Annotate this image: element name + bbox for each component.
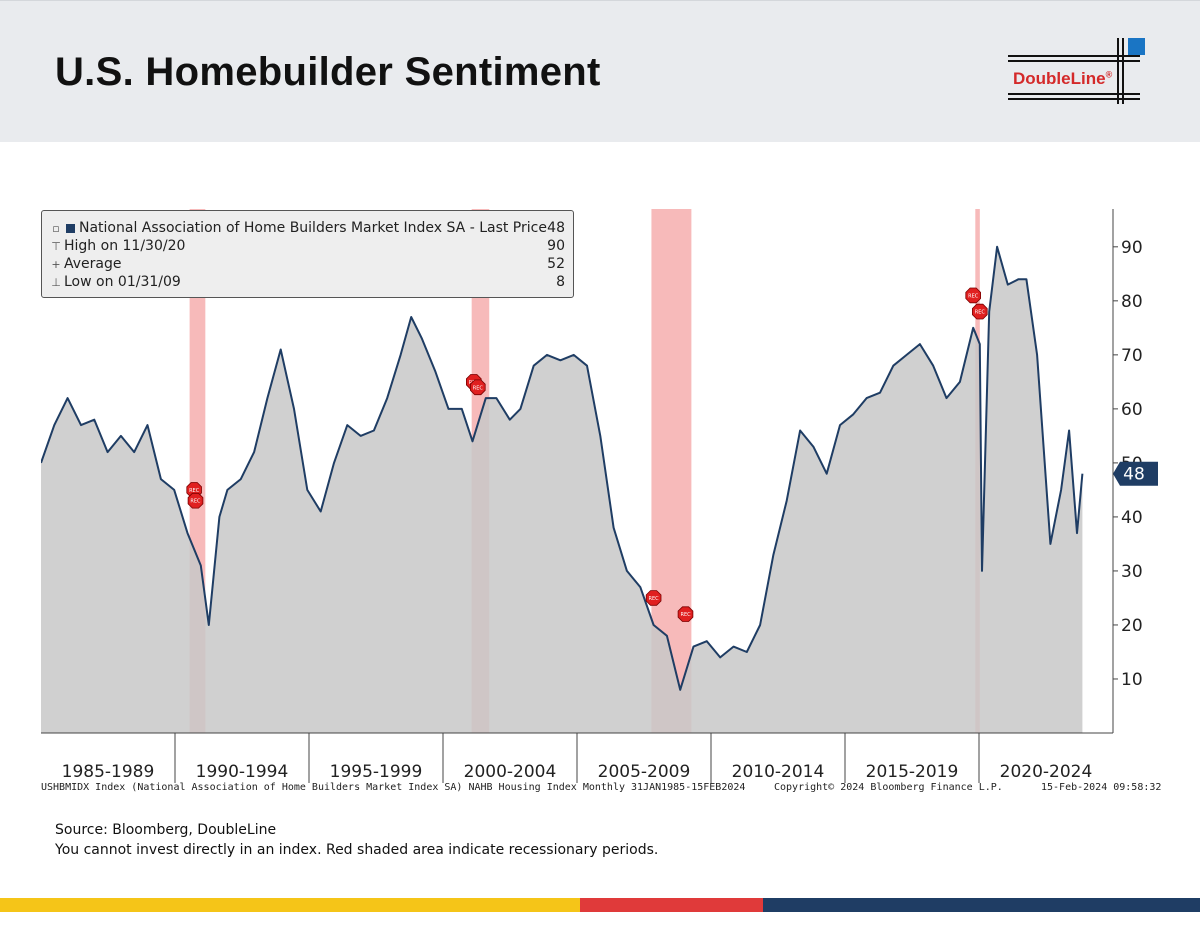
x-tick-label: 2000-2004: [464, 762, 557, 782]
x-tick-label: 2020-2024: [1000, 762, 1093, 782]
last-price-label: 48: [1123, 465, 1145, 485]
index-area-fill: [41, 246, 1083, 733]
x-tick-label: 1990-1994: [196, 762, 289, 782]
disclaimer-text: You cannot invest directly in an index. …: [55, 842, 659, 858]
chart-timestamp: 15-Feb-2024 09:58:32: [1041, 782, 1162, 793]
recession-markers: RECRECRECRECRECRECRECREC: [186, 287, 988, 622]
average-marker-icon: +: [51, 257, 61, 271]
low-marker-icon: ⊥: [51, 275, 61, 289]
legend-low-value: 8: [556, 274, 565, 290]
doubleline-logo: [1008, 38, 1145, 104]
x-tick-label: 2010-2014: [732, 762, 825, 782]
legend-series-value: 48: [547, 220, 565, 236]
brand-bar-navy: [763, 898, 1200, 912]
legend-row-last-price: ▫ National Association of Home Builders …: [50, 219, 565, 237]
y-tick-label: 10: [1121, 670, 1143, 690]
recession-marker-label: REC: [975, 310, 986, 316]
high-marker-icon: ⊤: [51, 239, 61, 253]
recession-marker-icon: REC: [677, 606, 694, 622]
legend-average-value: 52: [547, 256, 565, 272]
y-tick-label: 30: [1121, 562, 1143, 582]
brand-color-bar: [0, 898, 1200, 912]
x-tick-label: 1995-1999: [330, 762, 423, 782]
chart-legend: ▫ National Association of Home Builders …: [41, 210, 574, 298]
chart-footer: USHBMIDX Index (National Association of …: [41, 782, 1161, 796]
x-tick-label: 1985-1989: [62, 762, 155, 782]
recession-marker-icon: REC: [965, 287, 981, 304]
recession-marker-label: REC: [189, 488, 200, 494]
slide-header: [0, 0, 1200, 142]
legend-high-value: 90: [547, 238, 565, 254]
recession-marker-icon: REC: [645, 590, 662, 606]
recession-marker-label: REC: [649, 596, 660, 602]
y-tick-label: 40: [1121, 508, 1143, 528]
legend-low-label: Low on 01/31/09: [64, 274, 181, 290]
copyright-text: Copyright© 2024 Bloomberg Finance L.P.: [774, 782, 1003, 793]
recession-marker-icon: REC: [469, 379, 486, 396]
y-axis-ticks: 102030405060708090: [1113, 238, 1143, 690]
legend-row-low: ⊥ Low on 01/31/09 8: [50, 273, 565, 291]
x-tick-label: 2015-2019: [866, 762, 959, 782]
recession-marker-label: REC: [680, 612, 691, 618]
recession-marker-icon: REC: [187, 492, 204, 509]
legend-series-label: National Association of Home Builders Ma…: [79, 220, 547, 236]
brand-bar-yellow: [0, 898, 580, 912]
registered-mark: ®: [1105, 69, 1113, 80]
source-text: Source: Bloomberg, DoubleLine: [55, 822, 277, 838]
legend-row-high: ⊤ High on 11/30/20 90: [50, 237, 565, 255]
source-notes: Source: Bloomberg, DoubleLine You cannot…: [55, 820, 658, 860]
recession-marker-label: REC: [473, 385, 484, 391]
y-tick-label: 70: [1121, 346, 1143, 366]
last-price-tag-marker: 48: [1113, 461, 1158, 486]
y-tick-label: 80: [1121, 292, 1143, 312]
legend-average-label: Average: [64, 256, 122, 272]
homebuilder-sentiment-chart: RECRECRECRECRECRECRECREC 102030405060708…: [41, 209, 1158, 783]
x-axis-ticks: 1985-1989 1990-1994 1995-1999 2000-2004 2005…: [62, 733, 1093, 783]
brand-bar-red: [580, 898, 763, 912]
x-tick-label: 2005-2009: [598, 762, 691, 782]
slide-title: U.S. Homebuilder Sentiment: [55, 50, 601, 94]
logo-wordmark: DoubleLine®: [1013, 69, 1113, 88]
index-description: USHBMIDX Index (National Association of …: [41, 782, 746, 793]
y-tick-label: 90: [1121, 238, 1143, 258]
last-price-tag: 48: [1113, 461, 1158, 486]
recession-marker-label: REC: [190, 499, 201, 505]
recession-marker-label: REC: [968, 293, 979, 299]
recession-marker-icon: REC: [972, 303, 988, 320]
legend-expand-icon: ▫: [52, 221, 60, 235]
legend-high-label: High on 11/30/20: [64, 238, 186, 254]
index-line: [41, 245, 1084, 691]
series-swatch: [66, 223, 75, 233]
y-tick-label: 60: [1121, 400, 1143, 420]
y-tick-label: 20: [1121, 616, 1143, 636]
legend-row-average: + Average 52: [50, 255, 565, 273]
